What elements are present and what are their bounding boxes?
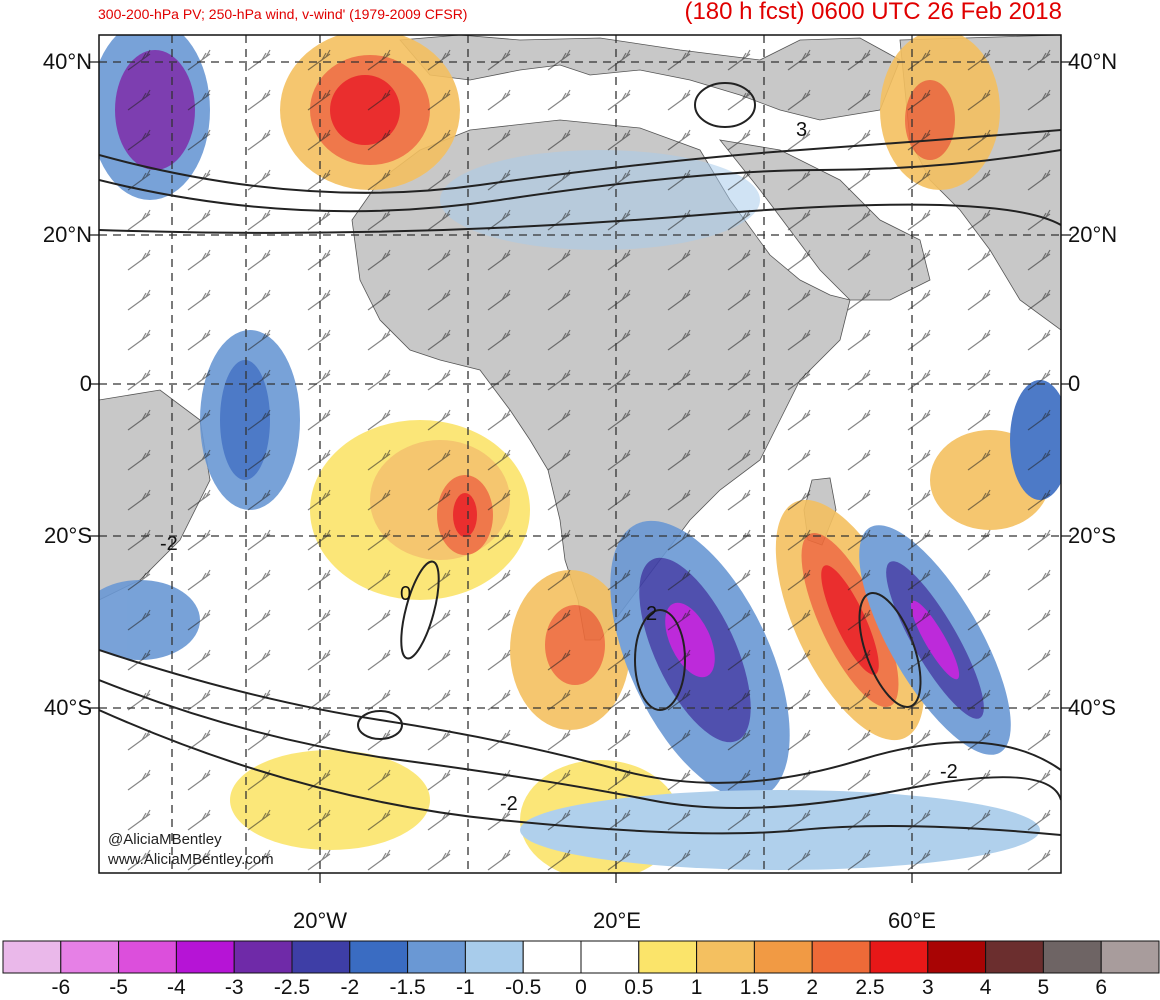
colorbar-swatch: [753, 940, 813, 974]
colorbar-label: -1: [456, 976, 475, 999]
colorbar-swatch: [407, 940, 466, 974]
contour-labels: 3 -2 2 0 -2 -2: [160, 119, 958, 815]
colorbar-label: 1.5: [739, 976, 769, 999]
lon-label-60e: 60°E: [888, 908, 936, 933]
colorbar-swatch: [869, 940, 929, 974]
contour-line: [99, 709, 1061, 836]
lon-label-20w: 20°W: [292, 908, 348, 933]
lat-label-right-0: 0: [1068, 371, 1081, 396]
colorbar-swatch: [811, 940, 871, 974]
colorbar-swatch: [118, 940, 177, 974]
colorbar-label: 6: [1095, 976, 1108, 999]
contour-label: -2: [500, 793, 518, 815]
lat-label-left-0: 0: [79, 371, 92, 396]
lat-label-right-40n: 40°N: [1068, 49, 1118, 74]
colorbar-swatch: [696, 940, 755, 974]
contour-label: 3: [796, 119, 807, 141]
contour-label: -2: [160, 533, 178, 555]
colorbar-swatch: [349, 940, 409, 974]
map-field: 3 -2 2 0 -2 -2: [99, 35, 1061, 873]
plot-subtitle: 300-200-hPa PV; 250-hPa wind, v-wind' (1…: [98, 6, 468, 22]
colorbar-swatch: [60, 940, 120, 974]
contour-line: [99, 149, 1061, 213]
colorbar-label: -3: [224, 976, 244, 999]
colorbar-swatch: [291, 940, 351, 974]
contour-line: [99, 129, 1061, 194]
colorbar-swatch: [985, 940, 1044, 974]
colorbar-label: 0.5: [624, 976, 654, 999]
colorbar-swatch: [1100, 940, 1160, 974]
credit-handle: @AliciaMBentley: [108, 831, 222, 848]
lon-label-20e: 20°E: [593, 908, 641, 933]
colorbar-label: 2: [806, 976, 819, 999]
colorbar-label: -5: [109, 976, 128, 999]
colorbar-label: 1: [690, 976, 703, 999]
lat-label-right-20s: 20°S: [1068, 523, 1116, 548]
lat-label-left-20s: 20°S: [44, 523, 92, 548]
contour-label: 2: [646, 603, 657, 625]
lat-label-left-20n: 20°N: [42, 222, 92, 247]
contour-line: [99, 679, 1061, 809]
colorbar-label: 5: [1037, 976, 1050, 999]
contour-label: -2: [940, 761, 958, 783]
credit-website: www.AliciaMBentley.com: [108, 851, 274, 868]
contour-label: 0: [400, 583, 411, 605]
plot-title: (180 h fcst) 0600 UTC 26 Feb 2018: [684, 0, 1062, 25]
contour-line: [99, 649, 1061, 784]
colorbar-label: 3: [921, 976, 934, 999]
colorbar-label: 2.5: [855, 976, 885, 999]
colorbar-swatch: [580, 940, 640, 974]
map-frame: [98, 34, 1062, 874]
colorbar-label: -2.5: [273, 976, 311, 999]
colorbar-swatch: [927, 940, 987, 974]
lat-label-right-20n: 20°N: [1068, 222, 1118, 247]
colorbar-swatch: [2, 940, 62, 974]
colorbar-label: -1.5: [389, 976, 426, 999]
lat-label-right-40s: 40°S: [1068, 695, 1116, 720]
colorbar-swatch: [233, 940, 293, 974]
contour-line: [634, 609, 686, 711]
contour-line: [99, 203, 1061, 234]
colorbar-label: -0.5: [505, 976, 542, 999]
colorbar-label: 4: [979, 976, 992, 999]
colorbar-swatch: [1042, 940, 1102, 974]
colorbar-label: -4: [167, 976, 186, 999]
contours: [99, 82, 1061, 836]
axis-ticks: [89, 61, 1071, 883]
contour-line: [694, 82, 756, 128]
colorbar-label: 0: [575, 976, 587, 999]
colorbar-swatch: [175, 940, 235, 974]
colorbar-label: -6: [51, 976, 71, 999]
colorbar-swatch: [522, 940, 582, 974]
lat-label-left-40n: 40°N: [42, 49, 92, 74]
contour-line: [357, 710, 403, 740]
lat-label-left-40s: 40°S: [44, 695, 92, 720]
colorbar-swatch: [464, 940, 524, 974]
gridlines: [99, 35, 1061, 873]
colorbar-swatch: [638, 940, 698, 974]
contour-line: [400, 560, 440, 660]
colorbar: [2, 940, 1160, 974]
colorbar-label: -2: [340, 976, 360, 999]
